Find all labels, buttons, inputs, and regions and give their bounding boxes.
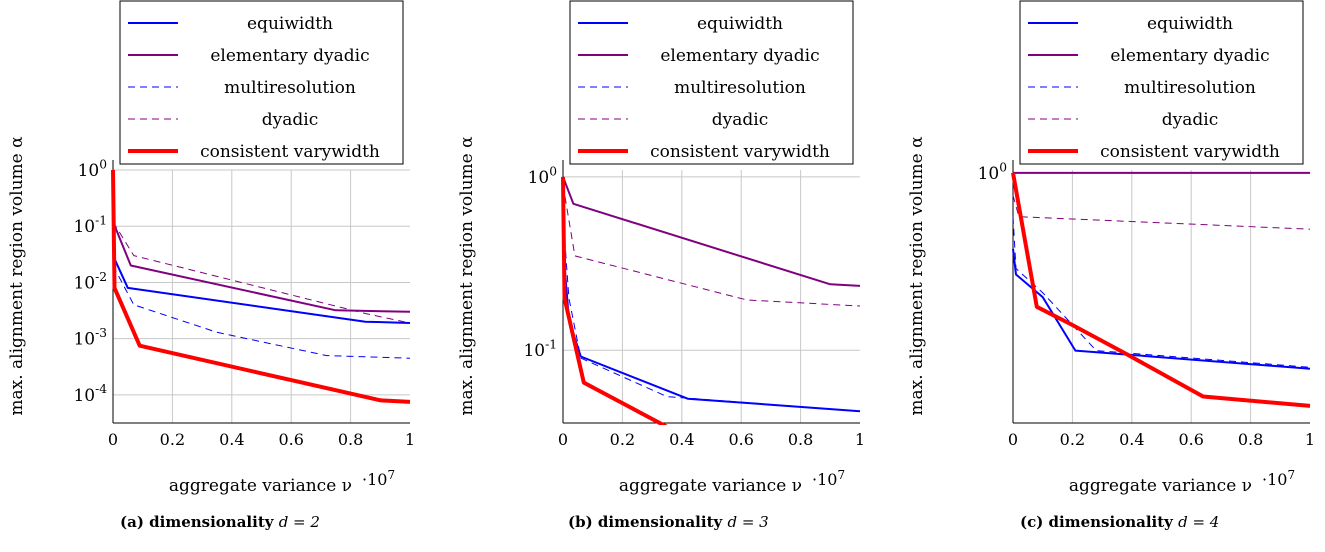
legend-label: elementary dyadic xyxy=(210,46,369,66)
x-tick-label: 0 xyxy=(558,430,568,449)
series-group xyxy=(111,169,411,404)
x-tick-label: 0.4 xyxy=(1119,430,1144,449)
legend-label: multiresolution xyxy=(1124,78,1256,98)
legend-label: consistent varywidth xyxy=(650,142,830,162)
y-tick-label: 100 xyxy=(528,164,557,188)
y-tick-label: 10-1 xyxy=(523,338,557,362)
x-axis-label: aggregate variance ν xyxy=(1069,476,1252,496)
series-group xyxy=(561,176,861,425)
legend-label: equiwidth xyxy=(1147,14,1233,34)
legend-box xyxy=(119,0,404,165)
legend-label: consistent varywidth xyxy=(1100,142,1280,162)
series-line-consistent-varywidth xyxy=(1011,172,1311,408)
series-line-equiwidth xyxy=(1012,248,1311,370)
legend-label: multiresolution xyxy=(224,78,356,98)
x-tick-label: 0.2 xyxy=(160,430,185,449)
x-tick-label: 1 xyxy=(1305,430,1315,449)
legend-label: elementary dyadic xyxy=(1110,46,1269,66)
x-tick-label: 0 xyxy=(108,430,118,449)
legend-label: equiwidth xyxy=(697,14,783,34)
x-tick-label: 0.8 xyxy=(1238,430,1263,449)
series-line-multiresolution xyxy=(112,265,411,359)
y-tick-label: 10-4 xyxy=(73,382,107,406)
series-line-consistent-varywidth xyxy=(561,176,668,425)
x-tick-label: 1 xyxy=(855,430,865,449)
x-tick-label: 1 xyxy=(405,430,415,449)
legend: equiwidth elementary dyadic multiresolutio… xyxy=(119,0,404,165)
x-tick-label: 0.6 xyxy=(1178,430,1203,449)
x-tick-label: 0.6 xyxy=(278,430,303,449)
series-line-multiresolution xyxy=(1012,216,1311,368)
legend-box xyxy=(569,0,854,165)
legend-label: dyadic xyxy=(1162,110,1218,130)
x-multiplier: ·107 xyxy=(812,468,845,489)
y-tick-label: 10-3 xyxy=(73,326,107,350)
legend-label: equiwidth xyxy=(247,14,333,34)
series-line-consistent-varywidth xyxy=(111,169,411,404)
x-multiplier: ·107 xyxy=(362,468,395,489)
y-tick-label: 100 xyxy=(78,157,107,181)
x-tick-label: 0.4 xyxy=(219,430,244,449)
series-line-dyadic xyxy=(562,184,861,307)
panel-caption: (c) dimensionality d = 4 xyxy=(1020,513,1219,531)
x-tick-label: 0.8 xyxy=(338,430,363,449)
legend-label: consistent varywidth xyxy=(200,142,380,162)
y-axis-label: max. alignment region volume α xyxy=(907,136,927,416)
y-axis-label: max. alignment region volume α xyxy=(457,136,477,416)
y-tick-label: 100 xyxy=(978,160,1007,184)
series-line-equiwidth xyxy=(112,255,411,324)
x-tick-label: 0.2 xyxy=(1060,430,1085,449)
x-tick-label: 0 xyxy=(1008,430,1018,449)
chart-panel-3: 0 0.2 0.4 0.6 0.8 1 100 aggregate variance ν ·10… xyxy=(907,0,1315,531)
x-axis-label: aggregate variance ν xyxy=(169,476,352,496)
x-tick-label: 0.8 xyxy=(788,430,813,449)
legend: equiwidth elementary dyadic multiresolutio… xyxy=(1019,0,1304,165)
legend-label: dyadic xyxy=(262,110,318,130)
series-group xyxy=(1011,171,1311,408)
series-line-equiwidth xyxy=(562,245,861,413)
x-tick-label: 0.4 xyxy=(669,430,694,449)
series-line-multiresolution xyxy=(562,215,861,412)
y-axis-label: max. alignment region volume α xyxy=(7,136,27,416)
series-line-elementary-dyadic xyxy=(562,176,861,287)
legend-label: multiresolution xyxy=(674,78,806,98)
chart-panel-1: 0 0.2 0.4 0.6 0.8 1 100 10-1 10-2 10-3 10-4 aggrega… xyxy=(7,0,415,531)
series-line-dyadic xyxy=(112,221,411,324)
legend-label: dyadic xyxy=(712,110,768,130)
y-tick-label: 10-2 xyxy=(73,270,107,294)
legend: equiwidth elementary dyadic multiresolutio… xyxy=(569,0,854,165)
legend-box xyxy=(1019,0,1304,165)
series-line-dyadic xyxy=(1012,195,1311,230)
panel-caption: (a) dimensionality d = 2 xyxy=(120,513,320,531)
x-axis-label: aggregate variance ν xyxy=(619,476,802,496)
x-multiplier: ·107 xyxy=(1262,468,1295,489)
chart-panel-2: 0 0.2 0.4 0.6 0.8 1 100 10-1 aggregate variance … xyxy=(457,0,865,531)
legend-label: elementary dyadic xyxy=(660,46,819,66)
panel-caption: (b) dimensionality d = 3 xyxy=(568,513,769,531)
x-tick-label: 0.6 xyxy=(728,430,753,449)
x-tick-label: 0.2 xyxy=(610,430,635,449)
series-line-elementary-dyadic xyxy=(112,221,411,313)
y-tick-label: 10-1 xyxy=(73,214,107,238)
